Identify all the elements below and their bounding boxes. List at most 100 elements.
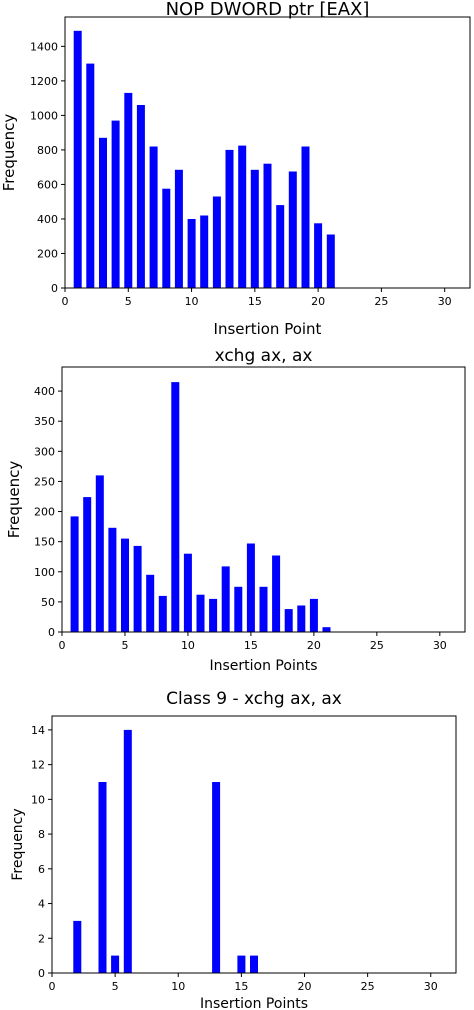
bar bbox=[149, 146, 158, 288]
bar bbox=[123, 729, 132, 973]
bar bbox=[162, 188, 171, 288]
bar bbox=[187, 219, 196, 288]
y-tick-label: 200 bbox=[37, 247, 58, 260]
bar bbox=[183, 553, 192, 632]
x-tick-label: 30 bbox=[433, 639, 447, 652]
y-axis-label: Frequency bbox=[10, 808, 26, 880]
bar bbox=[111, 120, 120, 288]
bar bbox=[326, 234, 335, 288]
bar bbox=[83, 497, 92, 632]
bar bbox=[196, 594, 205, 632]
x-axis-label: Insertion Points bbox=[210, 658, 318, 674]
bar bbox=[246, 543, 255, 632]
bar bbox=[250, 169, 259, 288]
y-tick-label: 100 bbox=[34, 566, 55, 579]
x-tick-label: 5 bbox=[112, 980, 119, 993]
bar bbox=[111, 955, 120, 973]
x-tick-label: 30 bbox=[424, 980, 438, 993]
bar bbox=[309, 598, 318, 632]
bar bbox=[263, 163, 272, 288]
bar bbox=[284, 609, 293, 632]
bar bbox=[209, 598, 218, 632]
x-tick-label: 25 bbox=[361, 980, 375, 993]
bar bbox=[136, 105, 145, 288]
bar bbox=[322, 627, 331, 632]
bar bbox=[146, 574, 155, 632]
y-tick-label: 150 bbox=[34, 536, 55, 549]
y-tick-label: 1000 bbox=[30, 109, 58, 122]
x-tick-label: 25 bbox=[370, 639, 384, 652]
x-tick-label: 30 bbox=[438, 295, 452, 308]
y-tick-label: 300 bbox=[34, 445, 55, 458]
plot-frame bbox=[51, 715, 457, 974]
x-tick-label: 10 bbox=[185, 295, 199, 308]
bar bbox=[212, 782, 221, 973]
y-tick-label: 2 bbox=[38, 932, 45, 945]
y-tick-label: 350 bbox=[34, 415, 55, 428]
bar bbox=[276, 205, 285, 288]
y-tick-label: 14 bbox=[31, 724, 45, 737]
bar bbox=[297, 605, 306, 632]
bar bbox=[272, 555, 281, 632]
y-tick-label: 1400 bbox=[30, 40, 58, 53]
x-tick-label: 10 bbox=[181, 639, 195, 652]
y-tick-label: 50 bbox=[41, 596, 55, 609]
y-tick-label: 600 bbox=[37, 178, 58, 191]
y-tick-label: 250 bbox=[34, 475, 55, 488]
bar bbox=[174, 169, 183, 288]
bar bbox=[70, 516, 79, 632]
x-tick-label: 0 bbox=[59, 639, 66, 652]
bar bbox=[108, 527, 117, 632]
bar bbox=[259, 586, 268, 632]
bar bbox=[250, 955, 258, 973]
x-tick-label: 5 bbox=[121, 639, 128, 652]
bar bbox=[212, 196, 221, 288]
bar bbox=[86, 63, 95, 288]
bar bbox=[124, 92, 133, 289]
y-tick-label: 400 bbox=[34, 385, 55, 398]
x-tick-label: 20 bbox=[307, 639, 321, 652]
bar bbox=[238, 145, 247, 288]
chart-title: NOP DWORD ptr [EAX] bbox=[166, 0, 370, 20]
y-tick-label: 800 bbox=[37, 144, 58, 157]
bar bbox=[314, 223, 323, 288]
y-tick-label: 12 bbox=[31, 759, 45, 772]
y-tick-label: 0 bbox=[51, 282, 58, 295]
y-tick-label: 400 bbox=[37, 213, 58, 226]
bar bbox=[171, 382, 180, 632]
bar bbox=[121, 538, 129, 632]
y-tick-label: 0 bbox=[38, 967, 45, 980]
y-axis-label: Frequency bbox=[5, 461, 23, 539]
bar bbox=[99, 137, 107, 288]
bar bbox=[98, 782, 107, 973]
x-tick-label: 15 bbox=[234, 980, 248, 993]
x-tick-label: 0 bbox=[62, 295, 69, 308]
y-tick-label: 4 bbox=[38, 898, 45, 911]
bar bbox=[133, 545, 142, 632]
bar bbox=[200, 215, 209, 288]
x-tick-label: 25 bbox=[374, 295, 388, 308]
bar bbox=[234, 586, 243, 632]
bar bbox=[225, 149, 234, 288]
plot-frame bbox=[61, 366, 466, 633]
bar bbox=[158, 595, 167, 632]
bar bbox=[301, 146, 310, 288]
y-tick-label: 200 bbox=[34, 506, 55, 519]
x-tick-label: 20 bbox=[311, 295, 325, 308]
x-tick-label: 15 bbox=[248, 295, 262, 308]
x-tick-label: 5 bbox=[125, 295, 132, 308]
chart-title: xchg ax, ax bbox=[215, 346, 313, 366]
bar bbox=[73, 920, 82, 973]
bar bbox=[95, 475, 104, 632]
y-tick-label: 8 bbox=[38, 828, 45, 841]
y-tick-label: 0 bbox=[48, 626, 55, 639]
x-tick-label: 0 bbox=[49, 980, 56, 993]
chart-title: Class 9 - xchg ax, ax bbox=[166, 689, 342, 709]
x-tick-label: 20 bbox=[298, 980, 312, 993]
plot-frame bbox=[64, 16, 471, 289]
y-axis-label: Frequency bbox=[0, 114, 18, 192]
bar bbox=[237, 955, 246, 973]
bar bbox=[73, 30, 82, 289]
bar bbox=[288, 171, 297, 288]
